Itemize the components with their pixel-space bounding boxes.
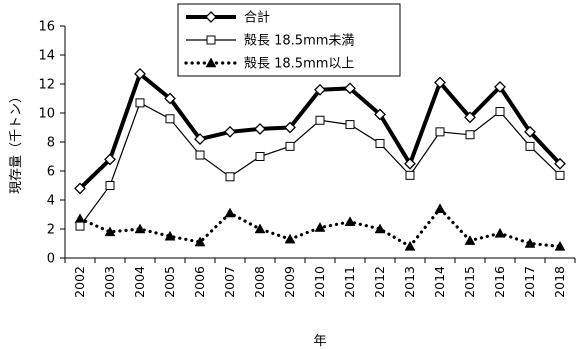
x-tick-label: 2016: [492, 266, 507, 298]
x-tick-label: 2006: [192, 266, 207, 298]
data-point-triangle: [134, 223, 146, 234]
legend-label: 殻長 18.5mm以上: [244, 57, 354, 72]
data-point-triangle: [205, 57, 217, 68]
legend-label: 合計: [244, 10, 270, 26]
data-point-diamond: [164, 92, 176, 105]
y-tick-label: 10: [38, 107, 55, 122]
data-point-diamond: [374, 108, 386, 121]
data-point-diamond: [404, 157, 416, 170]
data-point-diamond: [205, 11, 217, 23]
data-point-square: [555, 170, 565, 180]
x-tick-label: 2011: [342, 266, 357, 298]
x-tick-label: 2009: [282, 266, 297, 298]
y-tick-labels: 0 2 4 6 8 10 12 14 16: [38, 20, 55, 267]
x-tick-label: 2015: [462, 266, 477, 298]
data-point-diamond: [554, 157, 566, 170]
y-tick-label: 8: [47, 136, 55, 151]
data-point-triangle: [434, 203, 446, 213]
data-point-square: [375, 138, 385, 148]
x-tick-label: 2002: [72, 266, 87, 298]
data-point-diamond: [314, 83, 326, 96]
data-point-square: [345, 120, 355, 130]
data-point-diamond: [524, 125, 536, 138]
data-point-square: [165, 114, 175, 124]
x-tick-label: 2004: [132, 266, 147, 298]
x-tick-label: 2014: [432, 266, 447, 298]
data-point-triangle: [494, 227, 506, 238]
series-2: [75, 98, 565, 231]
legend-item: 合計: [186, 10, 270, 26]
x-tick-label: 2005: [162, 266, 177, 298]
series-layer: [74, 67, 566, 251]
legend-item: 殻長 18.5mm未満: [186, 34, 354, 49]
data-point-square: [75, 221, 85, 231]
data-point-triangle: [224, 207, 236, 218]
y-tick-label: 16: [38, 20, 55, 35]
axes: [60, 25, 576, 263]
x-axis-title: 年: [313, 334, 326, 349]
data-point-square: [225, 172, 235, 182]
data-point-diamond: [464, 111, 476, 124]
y-tick-label: 0: [47, 252, 55, 267]
data-point-diamond: [284, 121, 296, 134]
y-tick-label: 12: [38, 78, 55, 93]
x-tick-label: 2017: [522, 266, 537, 298]
data-point-diamond: [74, 182, 86, 195]
series-3: [74, 203, 566, 251]
series-1: [74, 67, 566, 195]
data-point-triangle: [284, 233, 296, 244]
data-point-diamond: [134, 67, 146, 80]
data-point-square: [105, 181, 115, 190]
data-point-square: [315, 115, 325, 125]
data-point-triangle: [104, 226, 116, 237]
data-point-triangle: [254, 223, 266, 234]
data-point-triangle: [524, 237, 536, 248]
data-point-diamond: [194, 133, 206, 146]
x-tick-label: 2007: [222, 266, 237, 298]
data-point-triangle: [464, 235, 476, 245]
x-tick-label: 2012: [372, 266, 387, 298]
data-point-triangle: [164, 230, 176, 241]
data-point-diamond: [104, 153, 116, 166]
legend-item: 殻長 18.5mm以上: [184, 57, 354, 72]
data-point-diamond: [434, 76, 446, 89]
data-point-square: [195, 150, 205, 160]
x-tick-labels: 2002 2003 2004 2005 2006 2007 2008 2009 2010 2011…: [72, 266, 567, 298]
x-tick-label: 2018: [552, 266, 567, 298]
x-tick-label: 2013: [402, 266, 417, 298]
data-point-diamond: [494, 80, 506, 93]
y-axis-title: 現存量（千トン）: [9, 90, 24, 194]
data-point-square: [255, 152, 265, 161]
data-point-diamond: [224, 125, 236, 138]
data-point-square: [285, 141, 295, 151]
data-point-square: [206, 35, 216, 45]
data-point-square: [435, 127, 445, 137]
data-point-triangle: [404, 240, 416, 251]
data-point-triangle: [314, 222, 326, 232]
data-point-triangle: [554, 240, 566, 251]
x-tick-label: 2010: [312, 266, 327, 298]
data-point-square: [135, 98, 145, 108]
data-point-square: [465, 130, 475, 140]
x-tick-label: 2008: [252, 266, 267, 298]
x-tick-label: 2003: [102, 266, 117, 298]
y-tick-label: 4: [47, 194, 55, 209]
data-point-triangle: [344, 216, 356, 226]
legend-label: 殻長 18.5mm未満: [244, 34, 354, 49]
y-tick-label: 14: [38, 49, 55, 64]
data-point-square: [525, 141, 535, 151]
data-point-diamond: [344, 82, 356, 95]
data-point-square: [495, 107, 505, 117]
y-tick-label: 6: [47, 165, 55, 180]
data-point-square: [405, 170, 415, 180]
data-point-diamond: [254, 123, 266, 135]
y-tick-label: 2: [47, 223, 55, 238]
data-point-triangle: [194, 236, 206, 247]
data-point-triangle: [374, 223, 386, 234]
